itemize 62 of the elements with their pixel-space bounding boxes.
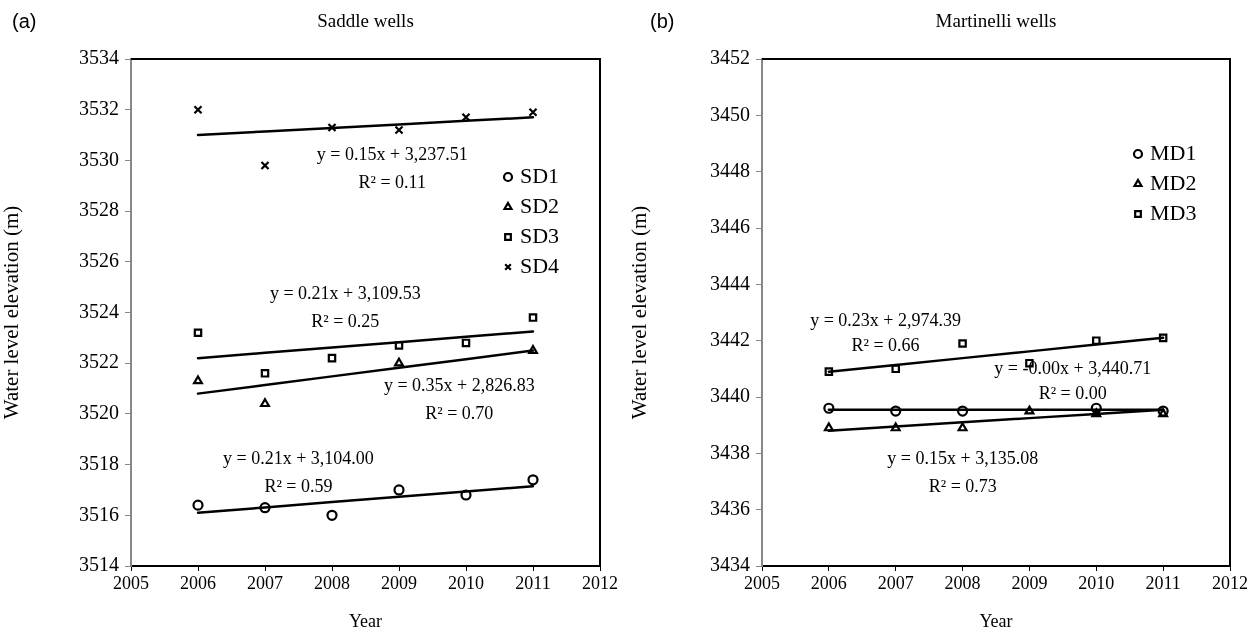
y-tick-label: 3526 bbox=[79, 249, 119, 272]
annotation: y = -0.00x + 3,440.71 bbox=[994, 357, 1152, 378]
legend-label: SD1 bbox=[520, 162, 560, 188]
x-tick-label: 2012 bbox=[1212, 572, 1248, 593]
annotation: y = 0.21x + 3,104.00 bbox=[223, 448, 374, 469]
legend-label: MD2 bbox=[1150, 169, 1197, 195]
x-axis-title: Year bbox=[979, 610, 1013, 631]
y-tick-label: 3532 bbox=[79, 96, 119, 119]
y-tick-label: 3442 bbox=[710, 327, 750, 350]
annotation: y = 0.15x + 3,135.08 bbox=[887, 447, 1039, 468]
y-tick-label: 3528 bbox=[79, 198, 119, 221]
y-tick-label: 3518 bbox=[79, 451, 119, 474]
y-tick-label: 3524 bbox=[79, 299, 119, 322]
y-tick-label: 3438 bbox=[710, 440, 750, 463]
y-tick-label: 3444 bbox=[710, 271, 750, 294]
x-tick-label: 2010 bbox=[1078, 572, 1115, 593]
y-tick-label: 3522 bbox=[79, 350, 119, 373]
y-axis-title: Water level elevation (m) bbox=[0, 205, 24, 420]
chart-title: Martinelli wells bbox=[935, 9, 1057, 31]
x-tick-label: 2011 bbox=[515, 572, 551, 593]
legend-label: MD3 bbox=[1150, 199, 1197, 225]
x-tick-label: 2007 bbox=[247, 572, 283, 593]
y-tick-label: 3446 bbox=[710, 215, 750, 238]
x-tick-label: 2006 bbox=[810, 572, 847, 593]
y-tick-label: 3450 bbox=[710, 102, 750, 125]
legend-label: MD1 bbox=[1150, 139, 1197, 165]
legend-label: SD2 bbox=[520, 192, 560, 218]
x-tick-label: 2010 bbox=[448, 572, 484, 593]
y-tick-label: 3530 bbox=[79, 147, 119, 170]
text: (b) bbox=[650, 9, 675, 32]
y-tick-label: 3448 bbox=[710, 158, 750, 181]
legend-label: SD4 bbox=[520, 252, 560, 278]
y-tick-label: 3452 bbox=[710, 46, 750, 69]
x-tick-label: 2011 bbox=[1145, 572, 1181, 593]
x-tick-label: 2009 bbox=[381, 572, 417, 593]
x-tick-label: 2007 bbox=[877, 572, 914, 593]
annotation: R² = 0.00 bbox=[1038, 382, 1107, 403]
text: (a) bbox=[12, 9, 37, 32]
y-tick-label: 3436 bbox=[710, 496, 750, 519]
x-tick-label: 2008 bbox=[944, 572, 981, 593]
y-tick-label: 3516 bbox=[79, 502, 119, 525]
y-tick-label: 3440 bbox=[710, 384, 750, 407]
y-axis-title: Water level elevation (m) bbox=[627, 205, 652, 420]
x-tick-label: 2012 bbox=[582, 572, 618, 593]
x-axis-title: Year bbox=[348, 610, 383, 631]
x-tick-label: 2008 bbox=[314, 572, 350, 593]
annotation: y = 0.35x + 2,826.83 bbox=[383, 374, 535, 395]
y-tick-label: 3520 bbox=[79, 401, 119, 424]
annotation: y = 0.15x + 3,237.51 bbox=[316, 144, 468, 165]
x-tick-label: 2006 bbox=[180, 572, 216, 593]
annotation: R² = 0.25 bbox=[311, 311, 380, 332]
annotation: R² = 0.11 bbox=[358, 171, 426, 192]
annotation: y = 0.23x + 2,974.39 bbox=[810, 309, 961, 330]
x-tick-label: 2009 bbox=[1011, 572, 1048, 593]
y-tick-label: 3534 bbox=[79, 46, 119, 69]
annotation: R² = 0.70 bbox=[425, 402, 494, 423]
legend-label: SD3 bbox=[520, 222, 560, 248]
chart-title: Saddle wells bbox=[317, 9, 414, 31]
annotation: y = 0.21x + 3,109.53 bbox=[269, 283, 421, 304]
annotation: R² = 0.73 bbox=[928, 475, 997, 496]
annotation: R² = 0.66 bbox=[851, 335, 920, 356]
annotation: R² = 0.59 bbox=[264, 476, 333, 497]
